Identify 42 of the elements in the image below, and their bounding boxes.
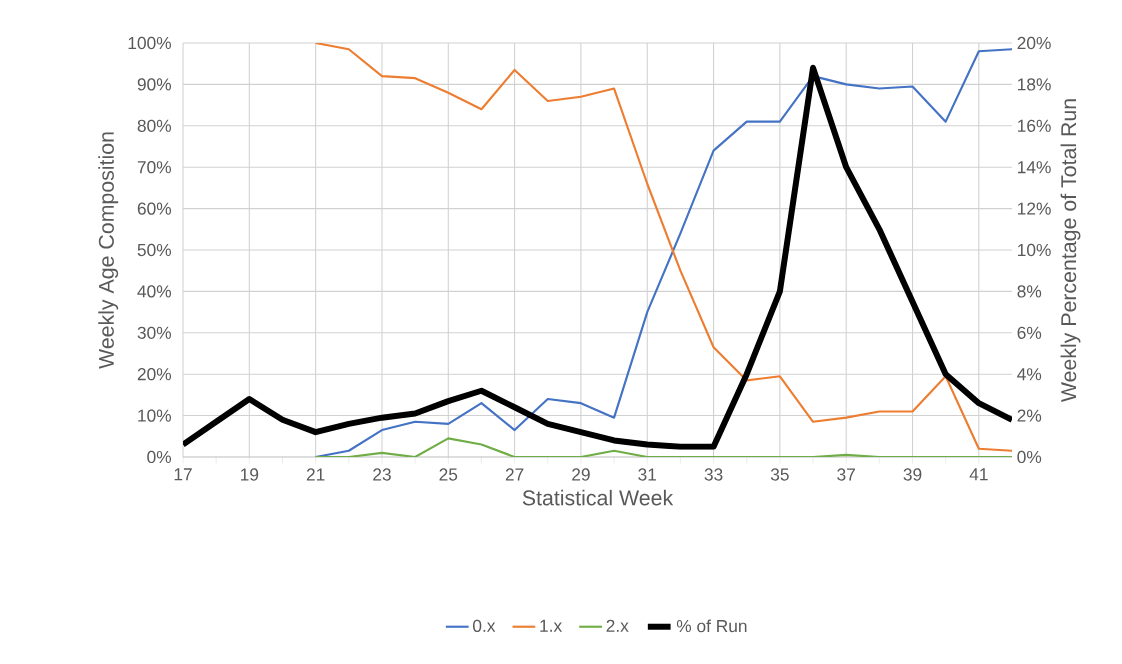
y-axis-title: Weekly Age Composition [98, 132, 119, 369]
x-axis-title: Statistical Week [522, 489, 674, 506]
x-tick-label: 31 [638, 468, 657, 481]
y-tick-label: 30% [137, 326, 172, 339]
x-tick-label: 17 [174, 468, 192, 481]
y-tick-label: 20% [137, 368, 172, 381]
x-tick-label: 35 [770, 468, 789, 481]
x-tick-label: 41 [969, 468, 988, 481]
y-tick-label: 40% [137, 285, 172, 298]
y2-tick-label: 20% [1017, 36, 1051, 50]
y-tick-label: 90% [137, 78, 172, 91]
legend-label: 1.x [540, 619, 562, 632]
y2-tick-label: 14% [1018, 161, 1051, 174]
x-tick-label: 27 [505, 468, 524, 481]
legend-label: 0.x [473, 619, 496, 632]
x-tick-label: 37 [837, 468, 855, 481]
y2-tick-label: 0% [1017, 450, 1042, 464]
y2-axis-title: Weekly Percentage of Total Run [1060, 99, 1081, 403]
y2-tick-label: 6% [1017, 326, 1042, 339]
y2-tick-label: 16% [1018, 119, 1051, 132]
legend-label: % of Run [676, 619, 747, 633]
x-tick-label: 29 [572, 468, 590, 481]
y-tick-label: 0% [147, 450, 172, 464]
y-tick-label: 80% [137, 119, 172, 132]
y2-tick-label: 12% [1018, 202, 1051, 215]
x-tick-label: 39 [903, 468, 922, 481]
y2-tick-label: 4% [1017, 368, 1042, 381]
y2-tick-label: 2% [1017, 409, 1042, 422]
x-tick-label: 21 [306, 468, 325, 481]
y-tick-label: 50% [137, 243, 172, 257]
x-tick-label: 33 [704, 468, 723, 481]
y-tick-label: 10% [138, 409, 172, 422]
y2-tick-label: 8% [1017, 285, 1042, 298]
y-tick-label: 60% [137, 202, 172, 215]
y2-tick-label: 18% [1018, 78, 1051, 91]
y-tick-label: 100% [128, 36, 172, 50]
x-tick-label: 19 [241, 468, 259, 481]
x-tick-label: 25 [439, 468, 458, 481]
y-tick-label: 70% [137, 161, 172, 174]
legend-label: 2.x [606, 619, 629, 632]
x-tick-label: 23 [373, 468, 391, 481]
y2-tick-label: 10% [1018, 243, 1051, 257]
